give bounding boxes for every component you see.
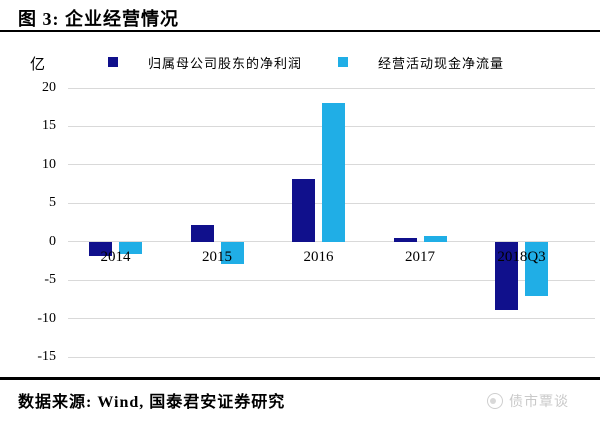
y-axis-tick-label: 0 xyxy=(49,233,56,249)
x-axis-tick-label: 2018Q3 xyxy=(497,249,546,265)
gridline-y--15 xyxy=(68,356,595,358)
y-axis-tick-label: 10 xyxy=(42,156,56,172)
legend-label-net-profit: 归属母公司股东的净利润 xyxy=(148,55,303,71)
gridline-y--10 xyxy=(68,318,595,320)
gridline-y-20 xyxy=(68,87,595,89)
bar-cash-flow-2016 xyxy=(322,103,345,242)
bar-cash-flow-2015 xyxy=(220,241,244,264)
title-divider xyxy=(0,30,600,32)
bar-net-profit-2016 xyxy=(292,178,315,242)
figure-title: 图 3: 企业经营情况 xyxy=(18,9,179,29)
x-axis-tick-label: 2015 xyxy=(202,249,232,265)
y-axis-tick-label: -5 xyxy=(44,272,56,288)
bar-cash-flow-2017 xyxy=(423,236,447,242)
bar-net-profit-2015 xyxy=(190,224,214,242)
legend-item-cash-flow: 经营活动现金净流量 xyxy=(338,53,504,71)
bar-net-profit-2014 xyxy=(89,241,112,256)
y-axis-tick-label: -15 xyxy=(37,349,56,364)
legend-label-cash-flow: 经营活动现金净流量 xyxy=(378,55,505,71)
watermark-logo-icon xyxy=(487,393,503,409)
x-axis-tick-label: 2014 xyxy=(100,249,131,265)
legend-swatch-cash-flow xyxy=(338,57,348,67)
x-axis-tick-label: 2016 xyxy=(303,249,334,265)
watermark-text: 债市覃谈 xyxy=(509,395,569,410)
y-axis-tick-label: 20 xyxy=(42,80,56,95)
bar-cash-flow-2014 xyxy=(119,241,142,254)
gridline-y-0 xyxy=(68,241,595,243)
watermark: 债市覃谈 xyxy=(487,391,569,411)
footer-divider xyxy=(0,377,600,380)
y-axis-tick-label: 5 xyxy=(49,195,56,211)
gridline-y--5 xyxy=(68,279,595,281)
legend-item-net-profit: 归属母公司股东的净利润 xyxy=(108,53,302,71)
legend-swatch-net-profit xyxy=(108,57,118,67)
bar-net-profit-2017 xyxy=(393,237,417,242)
y-axis-tick-label: -10 xyxy=(37,310,56,326)
bar-cash-flow-2018Q3 xyxy=(525,241,548,297)
data-source-text: 数据来源: Wind, 国泰君安证券研究 xyxy=(18,394,286,411)
x-axis-tick-label: 2017 xyxy=(405,249,435,265)
bar-net-profit-2018Q3 xyxy=(495,241,518,311)
y-axis-tick-label: 15 xyxy=(42,118,56,134)
y-axis-unit-label: 亿 xyxy=(30,57,46,73)
